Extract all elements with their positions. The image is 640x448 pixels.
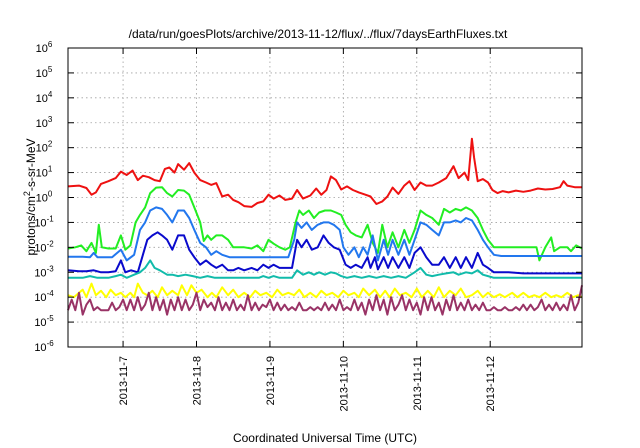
y-tick-label-base: 10: [36, 168, 48, 180]
y-tick-label: 10-3: [34, 264, 54, 279]
series-line-channel-5: [68, 259, 582, 279]
y-axis-label-base: protons/cm: [24, 196, 38, 255]
series-line-channel-6: [67, 282, 583, 299]
y-tick-label-base: 10: [34, 267, 46, 279]
y-tick-label-base: 10: [36, 43, 48, 55]
series-layer: [67, 137, 583, 316]
y-tick-label: 102: [36, 140, 53, 155]
y-tick-label: 100: [36, 190, 53, 205]
y-tick-label-exponent: -6: [47, 339, 55, 348]
y-axis-label-rest: -s-sr-MeV: [24, 138, 38, 191]
y-tick-label-base: 10: [34, 217, 46, 229]
y-tick-label-base: 10: [36, 93, 48, 105]
y-tick-label-base: 10: [34, 292, 46, 304]
y-tick-label-exponent: 4: [48, 90, 53, 99]
y-tick-label: 106: [36, 40, 53, 55]
y-tick-label: 103: [36, 115, 53, 130]
y-tick-label: 10-5: [34, 314, 54, 329]
y-tick-label-exponent: -3: [47, 264, 55, 273]
y-tick-label-base: 10: [36, 118, 48, 130]
y-tick-label-exponent: -5: [47, 314, 55, 323]
y-tick-label-base: 10: [36, 193, 48, 205]
x-axis: 2013-11-7 2013-11-8 2013-11-9 2013-11-10 201…: [118, 48, 497, 411]
series-line-channel-4: [67, 231, 582, 275]
y-tick-label-base: 10: [36, 68, 48, 80]
chart-title: /data/run/goesPlots/archive/2013-11-12/f…: [129, 27, 508, 41]
x-tick-label: 2013-11-10: [338, 356, 350, 411]
y-tick-label-exponent: 1: [48, 165, 53, 174]
series-line-channel-1: [67, 137, 582, 208]
y-tick-label: 10-6: [34, 339, 54, 354]
y-tick-label: 10-1: [34, 214, 54, 229]
y-tick-label: 104: [36, 90, 53, 105]
y-tick-label: 10-4: [34, 289, 54, 304]
y-tick-label: 10-2: [34, 239, 54, 254]
y-tick-label-exponent: -1: [47, 214, 55, 223]
y-tick-label-exponent: 5: [48, 65, 53, 74]
y-tick-label-base: 10: [34, 342, 46, 354]
x-tick-label: 2013-11-12: [485, 356, 497, 411]
y-tick-label-base: 10: [36, 143, 48, 155]
y-tick-label-exponent: 3: [48, 115, 53, 124]
y-tick-label-exponent: 0: [48, 190, 53, 199]
y-tick-label-exponent: 6: [48, 40, 53, 49]
y-tick-label: 101: [36, 165, 53, 180]
y-tick-label-base: 10: [34, 317, 46, 329]
series-line-channel-2: [67, 186, 583, 262]
y-axis: 10-610-510-410-310-210-11001011021031041…: [34, 40, 582, 354]
y-tick-label-base: 10: [34, 242, 46, 254]
y-axis-label-sup: 2: [22, 191, 32, 196]
series-line-channel-3: [68, 206, 582, 262]
series-line-channel-7: [67, 285, 583, 316]
y-tick-label-exponent: -2: [47, 239, 55, 248]
x-tick-label: 2013-11-7: [118, 356, 130, 405]
y-axis-label: protons/cm2-s-sr-MeV: [22, 138, 38, 255]
x-tick-label: 2013-11-9: [265, 356, 277, 405]
y-tick-label: 105: [36, 65, 53, 80]
y-tick-label-exponent: 2: [48, 140, 53, 149]
y-tick-label-exponent: -4: [47, 289, 55, 298]
x-tick-label: 2013-11-11: [412, 356, 424, 411]
x-axis-label: Coordinated Universal Time (UTC): [233, 431, 417, 445]
x-tick-label: 2013-11-8: [192, 356, 204, 405]
